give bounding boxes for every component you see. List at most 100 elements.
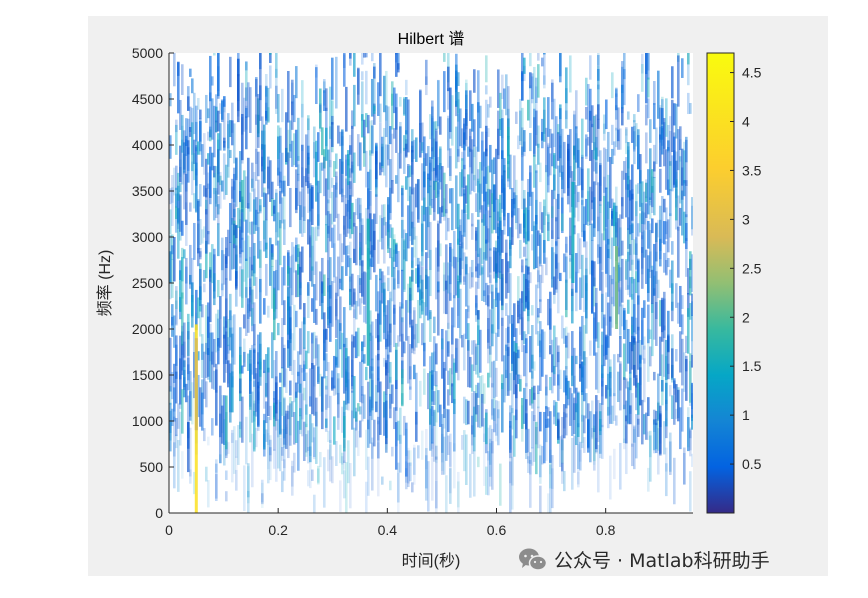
heatmap-cell	[283, 429, 286, 481]
heatmap-cell	[629, 405, 632, 425]
heatmap-cell	[199, 118, 202, 152]
heatmap-cell	[325, 385, 328, 432]
heatmap-cell	[349, 276, 352, 292]
heatmap-cell	[273, 360, 276, 400]
heatmap-cell	[687, 417, 690, 452]
heatmap-cell	[537, 270, 540, 289]
heatmap-cell	[433, 409, 436, 427]
heatmap-cell	[289, 380, 292, 396]
x-axis-ticks: 0 0.2 0.4 0.6 0.8	[165, 508, 616, 538]
heatmap-cell	[311, 185, 314, 209]
heatmap-cell	[311, 226, 314, 271]
heatmap-cell	[291, 79, 294, 116]
heatmap-cell	[349, 181, 352, 220]
heatmap-cell	[495, 264, 498, 308]
heatmap-cell	[571, 288, 574, 324]
heatmap-cell	[311, 245, 314, 287]
heatmap-cell	[533, 415, 536, 462]
heatmap-cell	[443, 53, 446, 62]
heatmap-cell	[567, 143, 570, 196]
heatmap-cell	[677, 195, 680, 231]
heatmap-cell	[361, 260, 364, 297]
heatmap-cell	[655, 222, 658, 262]
heatmap-cell	[225, 321, 228, 373]
heatmap-cell	[457, 91, 460, 114]
heatmap-cell	[677, 55, 680, 107]
heatmap-cell	[541, 212, 544, 233]
heatmap-cell	[405, 233, 408, 262]
heatmap-cell	[229, 120, 232, 138]
heatmap-cell	[515, 111, 518, 124]
heatmap-cell	[691, 293, 693, 316]
heatmap-cell	[525, 296, 528, 309]
heatmap-cell	[677, 302, 680, 324]
heatmap-cell	[245, 107, 248, 149]
heatmap-cell	[523, 213, 526, 243]
heatmap-cell	[691, 197, 693, 230]
heatmap-cell	[183, 171, 186, 210]
heatmap-cell	[543, 331, 546, 359]
heatmap-cell	[421, 142, 424, 154]
heatmap-cell	[297, 351, 300, 377]
heatmap-cell	[597, 65, 600, 111]
heatmap-cell	[617, 262, 620, 283]
heatmap-cell	[307, 177, 310, 213]
heatmap-cell	[499, 92, 502, 131]
heatmap-cell	[235, 469, 238, 491]
heatmap-cell	[401, 303, 404, 323]
heatmap-cell	[211, 351, 214, 389]
colorbar-tick-label: 3.5	[742, 162, 762, 178]
heatmap-cell	[445, 330, 448, 371]
heatmap-cell	[413, 364, 416, 380]
heatmap-cell	[349, 53, 352, 59]
heatmap-cell	[421, 266, 424, 299]
heatmap-cell	[489, 274, 492, 294]
heatmap-cell	[199, 184, 202, 207]
heatmap-cell	[371, 53, 374, 62]
heatmap-cell	[611, 124, 614, 145]
heatmap-cell	[497, 199, 500, 221]
heatmap-cell	[339, 278, 342, 290]
heatmap-cell	[375, 151, 378, 180]
heatmap-cell	[187, 96, 190, 111]
heatmap-cell	[495, 423, 498, 442]
heatmap-cell	[397, 462, 400, 503]
heatmap-cell	[293, 452, 296, 473]
heatmap-cell	[551, 79, 554, 102]
heatmap-cell	[245, 416, 248, 465]
heatmap-cell	[675, 160, 678, 188]
heatmap-cell	[475, 303, 478, 322]
heatmap-cell	[689, 251, 692, 296]
heatmap-cell	[329, 439, 332, 460]
heatmap-cell	[399, 126, 402, 169]
heatmap-cell	[661, 354, 664, 406]
heatmap-cell	[307, 118, 310, 160]
heatmap-cell	[263, 298, 266, 315]
heatmap-cell	[551, 354, 554, 373]
heatmap-cell	[489, 346, 492, 378]
heatmap-cell	[485, 466, 488, 495]
heatmap-cell	[581, 366, 584, 395]
heatmap-cell	[339, 296, 342, 331]
heatmap-cell	[427, 276, 430, 321]
heatmap-cell	[353, 292, 356, 318]
heatmap-cell	[233, 181, 236, 191]
heatmap-cell	[391, 257, 394, 302]
heatmap-cell	[285, 368, 288, 393]
heatmap-cell	[365, 208, 368, 245]
heatmap-cell	[631, 259, 634, 284]
heatmap-cell	[189, 371, 192, 417]
heatmap-cell	[689, 361, 692, 406]
heatmap-cell	[311, 362, 314, 415]
heatmap-cell	[373, 63, 376, 111]
heatmap-cell	[307, 180, 310, 194]
heatmap-cell	[307, 284, 310, 318]
heatmap-cell	[287, 405, 290, 459]
heatmap-cell	[633, 131, 636, 165]
heatmap-cell	[689, 430, 692, 457]
heatmap-cell	[229, 293, 232, 321]
heatmap-cell	[609, 371, 612, 424]
heatmap-cell	[479, 247, 482, 276]
heatmap-cell	[183, 369, 186, 388]
heatmap-cell	[215, 369, 218, 391]
